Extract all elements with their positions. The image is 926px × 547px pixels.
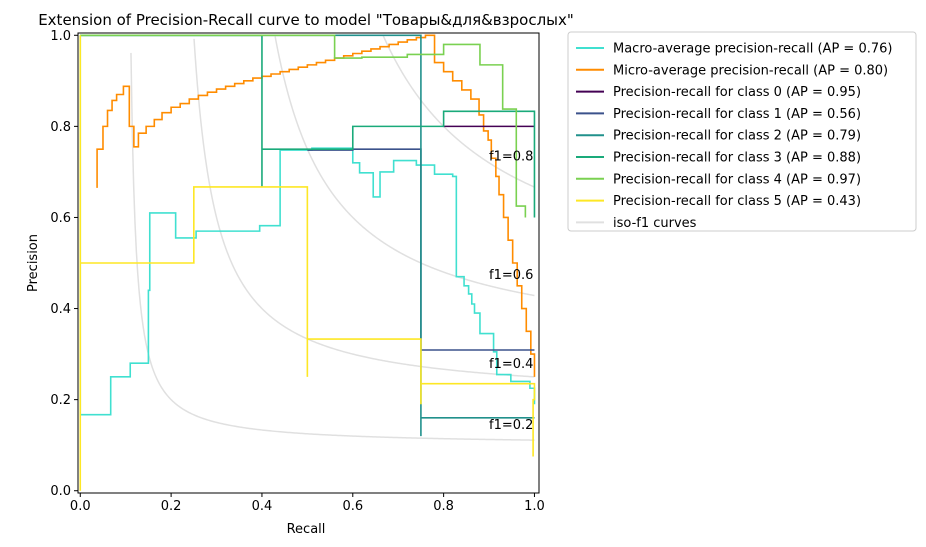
iso-f1-curve-0 (130, 52, 535, 441)
iso-f1-curve-1 (193, 38, 535, 378)
legend-label-3: Precision-recall for class 1 (AP = 0.56) (613, 107, 861, 122)
y-tick-label-4: 0.8 (50, 120, 71, 135)
legend-label-2: Precision-recall for class 0 (AP = 0.95) (613, 85, 861, 100)
series-line-6 (80, 34, 527, 218)
y-tick-label-5: 1.0 (50, 29, 71, 44)
series-line-5 (80, 34, 536, 218)
y-tick-label-3: 0.6 (50, 211, 71, 226)
y-tick-label-0: 0.0 (50, 484, 71, 499)
x-tick-label-3: 0.6 (342, 499, 363, 514)
y-tick-label-2: 0.4 (50, 302, 71, 317)
legend: Macro-average precision-recall (AP = 0.7… (567, 31, 917, 232)
x-axis-label: Recall (287, 522, 326, 537)
legend-label-4: Precision-recall for class 2 (AP = 0.79) (613, 129, 861, 144)
iso-f1-layer (130, 35, 535, 441)
y-axis-label: Precision (26, 234, 41, 292)
iso-f1-label-0: f1=0.2 (489, 418, 533, 433)
legend-label-5: Precision-recall for class 3 (AP = 0.88) (613, 151, 861, 166)
iso-f1-label-3: f1=0.8 (489, 150, 533, 165)
legend-label-6: Precision-recall for class 4 (AP = 0.97) (613, 172, 861, 187)
legend-label-7: Precision-recall for class 5 (AP = 0.43) (613, 194, 861, 209)
x-tick-label-1: 0.2 (161, 499, 182, 514)
plot-frame (77, 32, 540, 494)
iso-f1-label-2: f1=0.6 (489, 268, 533, 283)
iso-f1-labels: f1=0.2 f1=0.4 f1=0.6 f1=0.8 (489, 150, 533, 434)
chart-title: Extension of Precision-Recall curve to m… (38, 11, 574, 29)
legend-label-8: iso-f1 curves (613, 216, 697, 231)
series-line-7 (79, 35, 536, 491)
x-tick-label-2: 0.4 (252, 499, 273, 514)
x-ticks: 0.0 0.2 0.4 0.6 0.8 1.0 (70, 493, 545, 514)
iso-f1-curve-3 (382, 35, 535, 188)
x-tick-label-5: 1.0 (524, 499, 545, 514)
legend-box (567, 31, 917, 232)
series-line-3 (307, 148, 535, 351)
legend-label-0: Macro-average precision-recall (AP = 0.7… (613, 42, 892, 57)
x-tick-label-4: 0.8 (433, 499, 454, 514)
legend-items: Macro-average precision-recall (AP = 0.7… (576, 42, 892, 231)
y-tick-label-1: 0.2 (50, 393, 71, 408)
series-line-1 (96, 34, 536, 377)
x-tick-label-0: 0.0 (70, 499, 91, 514)
legend-label-1: Micro-average precision-recall (AP = 0.8… (613, 63, 888, 78)
series-layer (79, 34, 536, 491)
y-ticks: 0.0 0.2 0.4 0.6 0.8 1.0 (50, 29, 78, 499)
iso-f1-label-1: f1=0.4 (489, 357, 533, 372)
series-line-0 (79, 35, 536, 416)
iso-f1-curve-2 (274, 36, 535, 297)
